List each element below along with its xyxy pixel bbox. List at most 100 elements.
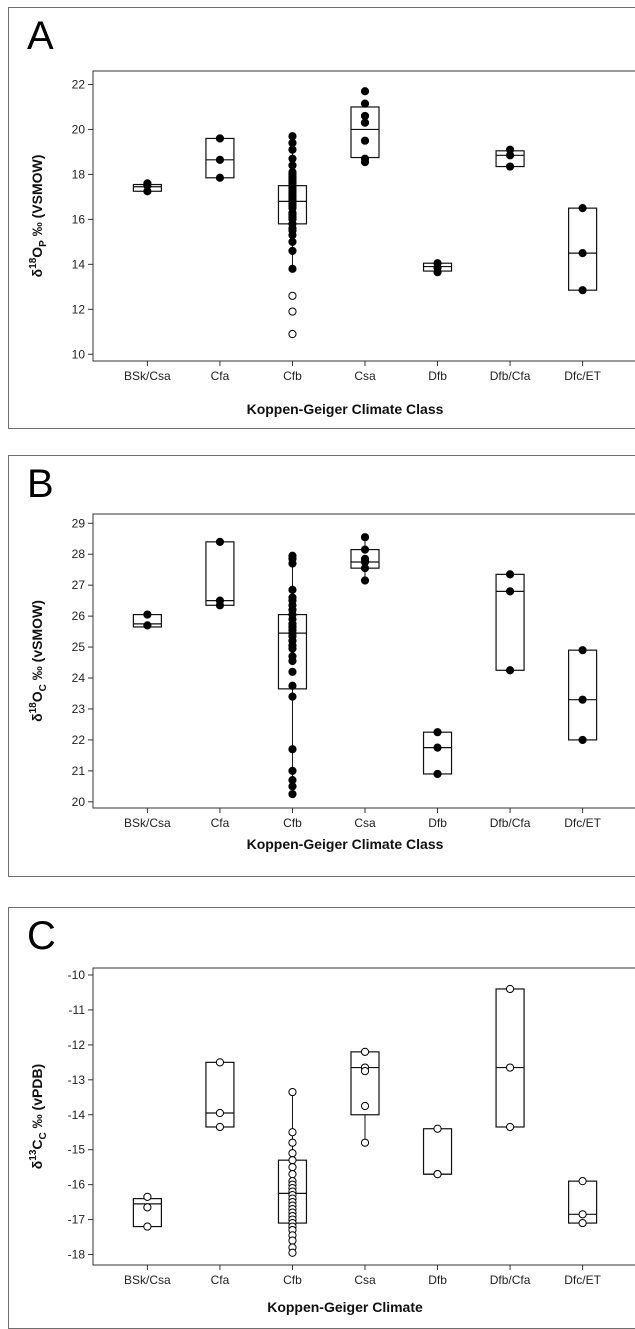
outlier-point [288, 307, 297, 316]
data-point [288, 1149, 297, 1158]
data-point [215, 173, 225, 182]
y-tick-label: -16 [68, 1178, 86, 1192]
data-point [360, 99, 370, 108]
panel-a: A 10 12 14 16 18 20 22 BSk/Csa Cfa Cfb Csa Dfb Dfb/C… [8, 7, 635, 429]
data-point [433, 1124, 442, 1133]
data-point [288, 246, 297, 255]
data-point [215, 537, 225, 546]
y-tick-label: 16 [72, 212, 86, 226]
data-point [288, 652, 297, 661]
data-point [288, 667, 297, 676]
y-tick-label: 20 [72, 122, 86, 136]
data-point [578, 735, 587, 745]
x-tick-label: Dfb/Cfa [490, 1273, 531, 1287]
data-point [288, 161, 297, 170]
panel-label: A [27, 14, 54, 58]
x-tick-label: BSk/Csa [124, 816, 171, 830]
x-tick-label: BSk/Csa [124, 1273, 171, 1287]
data-point [288, 154, 297, 163]
x-axis-title: Koppen-Geiger Climate Class [247, 401, 444, 417]
y-tick-label: -17 [68, 1213, 86, 1227]
y-tick-label: 20 [72, 795, 86, 809]
x-tick-label: Cfb [283, 1273, 302, 1287]
data-point [288, 789, 297, 799]
data-point [288, 138, 297, 148]
panel-label: B [27, 462, 54, 506]
data-point [288, 1128, 297, 1137]
x-tick-label: Cfa [211, 1273, 230, 1287]
data-point [143, 1203, 152, 1212]
x-tick-label: BSk/Csa [124, 369, 171, 383]
outlier-point [288, 329, 297, 339]
y-tick-label: 22 [72, 733, 86, 747]
x-tick-label: Dfc/ET [564, 369, 601, 383]
y-tick-label: 28 [72, 547, 86, 561]
data-point [578, 286, 587, 295]
x-tick-label: Csa [354, 369, 376, 383]
data-point [360, 87, 370, 96]
chart-a: 10 12 14 16 18 20 22 BSk/Csa Cfa Cfb Csa Dfb Dfb/Cfa… [28, 70, 635, 417]
data-point [578, 1177, 587, 1186]
x-tick-label: Csa [354, 1273, 376, 1287]
y-tick-label: 27 [72, 578, 86, 592]
y-axis-title: δ18OP ‰ (VSMOW) [28, 155, 49, 278]
y-tick-label: 29 [72, 516, 86, 530]
chart-c: -10 -11 -12 -13 -14 -15 -16 -17 -18 BSk/Csa Cfa Cfb… [28, 967, 635, 1315]
data-point [505, 1063, 515, 1072]
plot-frame [92, 967, 635, 1266]
data-point [215, 1122, 225, 1132]
data-point [288, 1248, 297, 1257]
data-point [433, 769, 442, 779]
data-point [215, 1108, 225, 1118]
x-tick-label: Dfb [428, 816, 447, 830]
data-point [143, 1192, 152, 1201]
panel-b: B 20 21 22 23 24 25 26 27 28 29 BSk/Csa Cfa Cfb Csa Df… [8, 455, 635, 877]
data-point [360, 1138, 370, 1147]
data-point [288, 745, 297, 754]
data-point [360, 545, 370, 554]
data-point [288, 776, 297, 785]
y-axis-title: δ18OC ‰ (vSMOW) [28, 600, 49, 722]
data-point [578, 204, 587, 213]
data-point [433, 728, 442, 737]
data-point [433, 1170, 442, 1179]
y-tick-label: -14 [68, 1108, 86, 1122]
data-point [288, 585, 297, 594]
x-tick-label: Cfa [211, 816, 230, 830]
y-tick-label: 18 [72, 167, 86, 181]
data-point [215, 134, 225, 143]
y-tick-label: 12 [72, 302, 86, 316]
data-point [288, 766, 297, 775]
data-point [578, 1210, 587, 1219]
x-tick-label: Dfb/Cfa [490, 816, 531, 830]
chart-b: 20 21 22 23 24 25 26 27 28 29 BSk/Csa Cfa Cfb Csa Dfb D… [28, 513, 635, 852]
data-point [505, 162, 515, 171]
y-tick-label: 23 [72, 702, 86, 716]
data-point [505, 570, 515, 579]
x-axis-title: Koppen-Geiger Climate [267, 1299, 423, 1315]
data-point [288, 593, 297, 602]
data-point [433, 259, 442, 268]
data-point [505, 984, 515, 994]
data-point [288, 1170, 297, 1179]
data-point [215, 596, 225, 605]
data-point [143, 179, 152, 188]
box [495, 988, 525, 1128]
data-point [360, 1066, 370, 1076]
y-tick-label: -18 [68, 1248, 86, 1262]
data-point [288, 1163, 297, 1172]
data-point [360, 154, 370, 163]
y-tick-label: 26 [72, 609, 86, 623]
box [422, 731, 453, 775]
box [422, 1128, 453, 1175]
y-tick-label: -11 [69, 1003, 86, 1017]
data-point [578, 1218, 587, 1228]
data-point [288, 681, 297, 690]
data-point [360, 111, 370, 121]
y-tick-label: 21 [72, 764, 86, 778]
data-point [360, 136, 370, 145]
data-point [288, 1156, 297, 1165]
x-tick-label: Cfb [283, 816, 302, 830]
data-point [288, 551, 297, 560]
x-tick-label: Csa [354, 816, 376, 830]
